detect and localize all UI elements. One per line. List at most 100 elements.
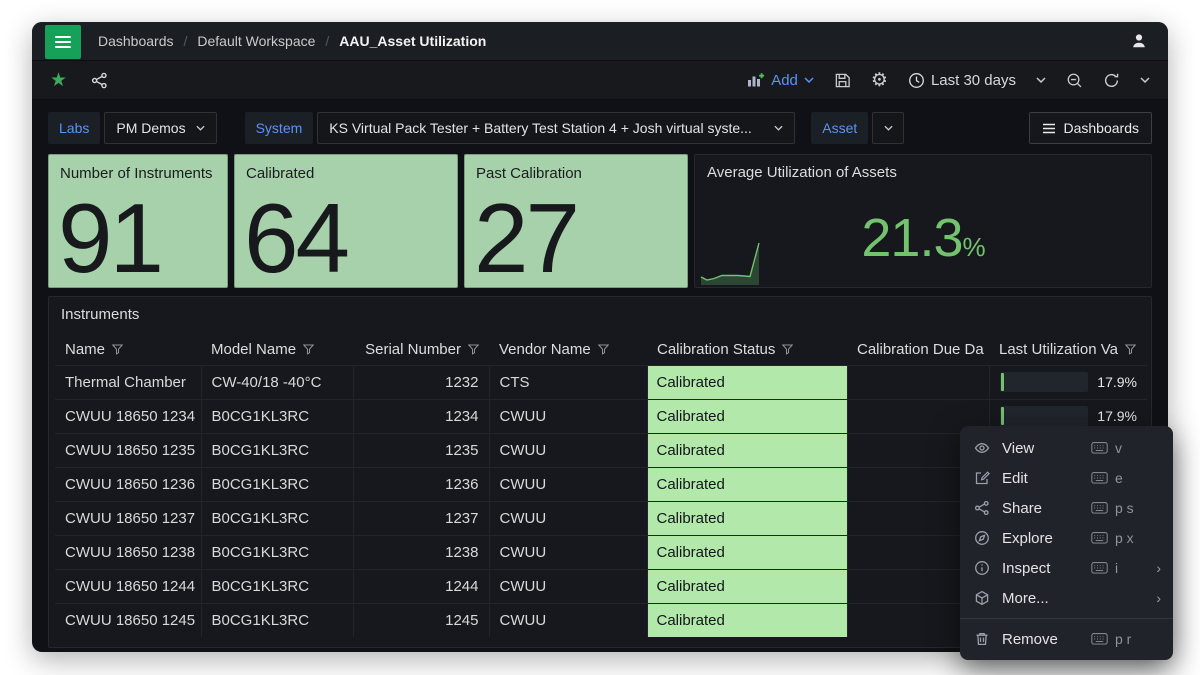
time-range-label: Last 30 days <box>930 71 1016 89</box>
status-badge: Calibrated <box>648 366 847 399</box>
status-badge: Calibrated <box>648 468 847 501</box>
dashboards-button-label: Dashboards <box>1063 120 1140 136</box>
submenu-chevron-icon: › <box>1156 560 1161 576</box>
stat-panel-past-calibration[interactable]: Past Calibration 27 <box>464 154 688 288</box>
shortcut-label: p s <box>1115 500 1134 516</box>
refresh-interval-chevron-icon[interactable] <box>1140 77 1150 83</box>
dashboard-body: Labs PM Demos System KS Virtual Pack Tes… <box>32 100 1168 648</box>
stat-panel-number-of-instruments[interactable]: Number of Instruments 91 <box>48 154 228 288</box>
col-header-calibration-due-date[interactable]: Calibration Due Da <box>847 334 989 365</box>
menu-item-edit[interactable]: Edit e <box>960 463 1173 493</box>
menu-item-inspect[interactable]: Inspect i › <box>960 553 1173 583</box>
keyboard-icon <box>1091 502 1108 514</box>
system-variable-select[interactable]: KS Virtual Pack Tester + Battery Test St… <box>317 112 796 144</box>
panel-title: Instruments <box>61 306 140 323</box>
asset-variable-select[interactable] <box>872 112 905 144</box>
utilization-unit: % <box>962 232 985 262</box>
stat-value: 27 <box>474 183 580 293</box>
hamburger-menu-button[interactable] <box>45 25 81 59</box>
col-header-vendor-name[interactable]: Vendor Name <box>489 334 647 365</box>
menu-item-label: More... <box>1002 589 1049 607</box>
stat-title: Past Calibration <box>476 165 582 182</box>
stat-value: 64 <box>244 183 350 293</box>
menu-item-explore[interactable]: Explore p x <box>960 523 1173 553</box>
zoom-out-time-icon[interactable] <box>1066 72 1083 89</box>
save-dashboard-icon[interactable] <box>834 72 851 89</box>
menu-item-remove[interactable]: Remove p r <box>960 624 1173 654</box>
share-dashboard-icon[interactable] <box>91 72 108 89</box>
shortcut-label: e <box>1115 470 1123 486</box>
status-badge: Calibrated <box>648 536 847 569</box>
dashboard-toolbar: ★ Add ⚙ <box>32 60 1168 100</box>
breadcrumb-separator: / <box>183 33 188 49</box>
time-range-chevron-icon[interactable] <box>1036 77 1046 83</box>
labs-variable-label: Labs <box>48 112 101 144</box>
filter-icon[interactable] <box>303 344 315 355</box>
app-window: Dashboards / Default Workspace / AAU_Ass… <box>32 22 1168 652</box>
utilization-gauge <box>999 372 1088 392</box>
add-panel-dropdown[interactable]: Add <box>747 72 814 89</box>
info-circle-icon <box>974 560 990 576</box>
list-icon <box>1042 123 1055 133</box>
variables-row: Labs PM Demos System KS Virtual Pack Tes… <box>48 112 1152 144</box>
clock-icon <box>908 72 925 89</box>
shortcut-label: i <box>1115 560 1119 576</box>
filter-icon[interactable] <box>782 344 794 355</box>
average-utilization-panel[interactable]: Average Utilization of Assets 21.3% <box>694 154 1152 288</box>
status-badge: Calibrated <box>648 604 847 637</box>
chevron-down-icon <box>804 77 814 83</box>
chevron-down-icon <box>884 125 893 131</box>
shortcut-label: p r <box>1115 631 1132 647</box>
filter-icon[interactable] <box>112 344 124 355</box>
chevron-down-icon <box>196 125 205 131</box>
breadcrumb-workspace[interactable]: Default Workspace <box>197 33 316 49</box>
col-header-name[interactable]: Name <box>55 334 201 365</box>
filter-icon[interactable] <box>1124 344 1136 355</box>
breadcrumb-separator: / <box>325 33 330 49</box>
refresh-dashboard-icon[interactable] <box>1103 72 1120 89</box>
stat-panel-calibrated[interactable]: Calibrated 64 <box>234 154 458 288</box>
menu-item-label: Inspect <box>1002 559 1051 577</box>
filter-icon[interactable] <box>597 344 609 355</box>
edit-pencil-icon <box>974 470 990 486</box>
keyboard-icon <box>1091 532 1108 544</box>
share-icon <box>974 500 990 516</box>
dashboards-list-button[interactable]: Dashboards <box>1028 112 1152 144</box>
col-header-calibration-status[interactable]: Calibration Status <box>647 334 847 365</box>
col-header-serial-number[interactable]: Serial Number <box>353 334 489 365</box>
keyboard-icon <box>1091 562 1108 574</box>
status-badge: Calibrated <box>648 434 847 467</box>
menu-item-label: Remove <box>1002 630 1058 648</box>
col-header-model-name[interactable]: Model Name <box>201 334 353 365</box>
stat-value: 91 <box>58 183 164 293</box>
stat-title: Calibrated <box>246 165 315 182</box>
utilization-sparkline <box>700 242 760 285</box>
table-header-row: Name Model Name Serial Number Vendor Nam… <box>55 334 1147 365</box>
compass-icon <box>974 530 990 546</box>
favorite-star-icon[interactable]: ★ <box>50 69 68 91</box>
keyboard-icon <box>1091 442 1108 454</box>
table-row[interactable]: Thermal Chamber CW-40/18 -40°C 1232 CTS Ca… <box>55 364 1147 399</box>
menu-item-more[interactable]: More... › <box>960 583 1173 613</box>
labs-variable-select[interactable]: PM Demos <box>104 112 217 144</box>
menu-item-view[interactable]: View v <box>960 433 1173 463</box>
breadcrumb-dashboards[interactable]: Dashboards <box>98 33 174 49</box>
utilization-value: 21.3% <box>861 208 985 268</box>
panel-title: Average Utilization of Assets <box>707 164 897 181</box>
col-header-last-utilization-value[interactable]: Last Utilization Va <box>989 334 1147 365</box>
shortcut-label: p x <box>1115 530 1134 546</box>
user-profile-icon[interactable] <box>1130 32 1148 50</box>
keyboard-icon <box>1091 472 1108 484</box>
top-nav-bar: Dashboards / Default Workspace / AAU_Ass… <box>32 22 1168 60</box>
table-row[interactable]: CWUU 18650 1236 B0CG1KL3RC 1236 CWUU Calib… <box>55 466 1147 501</box>
filter-icon[interactable] <box>468 344 479 355</box>
cube-icon <box>974 590 990 606</box>
time-range-picker[interactable]: Last 30 days <box>908 72 1016 89</box>
dashboard-settings-gear-icon[interactable]: ⚙ <box>870 69 888 91</box>
menu-item-label: Edit <box>1002 469 1028 487</box>
eye-icon <box>974 440 990 456</box>
system-variable-label: System <box>244 112 314 144</box>
menu-item-share[interactable]: Share p s <box>960 493 1173 523</box>
breadcrumb: Dashboards / Default Workspace / AAU_Ass… <box>98 33 486 49</box>
